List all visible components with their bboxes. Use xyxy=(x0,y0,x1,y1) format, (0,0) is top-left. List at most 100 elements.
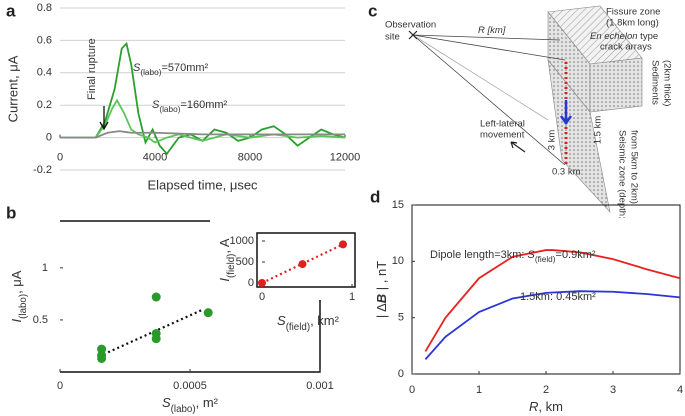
label-part: | Δ xyxy=(374,303,389,318)
label-part: (labo) xyxy=(140,68,161,77)
label-part: S xyxy=(152,99,160,111)
label-part: 1.5km: 0.45km² xyxy=(520,291,596,303)
x-tick-label: 3 xyxy=(610,384,616,396)
label-part: =160mm² xyxy=(180,99,227,111)
label: I(labo), μA xyxy=(9,270,29,322)
line xyxy=(424,290,681,360)
label: 1.5km: 0.45km² xyxy=(520,291,596,303)
sediment-side xyxy=(589,57,643,113)
point xyxy=(258,279,266,287)
observation-site xyxy=(408,30,418,40)
label: Fissure zone xyxy=(606,7,660,18)
label-part: S xyxy=(133,62,141,74)
label: Dipole length=3km: S(field)=0.9km² xyxy=(430,249,596,264)
label: Left-lateral xyxy=(480,119,525,130)
point xyxy=(151,292,161,302)
y-tick-label: 1000 xyxy=(230,235,254,247)
label-part: (labo) xyxy=(171,404,196,415)
y-tick-label: 0.2 xyxy=(37,99,52,111)
y-axis-label: Current, μA xyxy=(5,55,20,122)
label-part: S xyxy=(277,313,286,328)
label-part: (field) xyxy=(535,255,556,264)
seismic-zone xyxy=(547,58,611,213)
line xyxy=(60,130,345,139)
x-tick-label: 0 xyxy=(57,152,63,164)
label-part: Dipole length=3km: xyxy=(430,249,528,261)
label-part: , A xyxy=(217,238,232,254)
label: S(labo), m² xyxy=(162,395,219,415)
sight-line xyxy=(412,34,566,61)
label: type xyxy=(638,31,659,42)
point xyxy=(339,240,347,249)
panel-letter: c xyxy=(368,1,377,20)
label: Sediments xyxy=(649,60,660,105)
label: crack arrays xyxy=(600,42,652,53)
point xyxy=(97,353,107,363)
arrow xyxy=(99,106,109,131)
sight-line xyxy=(412,34,566,166)
label-part: I xyxy=(9,318,24,322)
label-part: =0.9km² xyxy=(556,249,596,261)
panel-letter: d xyxy=(370,187,380,206)
y-tick-label: 10 xyxy=(392,255,404,267)
y-tick-label: 5 xyxy=(398,312,404,324)
label-part: (field) xyxy=(226,254,237,278)
x-tick-label: 12000 xyxy=(330,152,361,164)
label: | ΔB | , nT xyxy=(374,261,389,318)
x-tick-label: 4000 xyxy=(143,152,167,164)
label-part: , km² xyxy=(310,313,340,328)
y-tick-label: 15 xyxy=(392,199,404,211)
inset-frame xyxy=(256,232,356,288)
panel-letter: a xyxy=(6,1,16,20)
point xyxy=(151,334,161,344)
dipole-arrow xyxy=(559,100,573,126)
point xyxy=(97,344,107,354)
label-part: , μA xyxy=(9,270,24,294)
label: R [km] xyxy=(478,25,506,36)
label: 1.5 km xyxy=(593,116,604,145)
x-tick-label: 0.0005 xyxy=(173,380,207,392)
label: Final rupture xyxy=(86,38,98,100)
label-part: , km xyxy=(538,399,563,414)
movement-arrow xyxy=(510,141,526,153)
label: En echelon type xyxy=(590,31,658,42)
x-tick-label: 0 xyxy=(259,291,265,303)
y-tick-label: 0 xyxy=(46,132,52,144)
label-part: B xyxy=(374,294,389,303)
label: R [km] xyxy=(478,25,506,36)
label: I(field), A xyxy=(217,238,237,282)
point xyxy=(298,260,307,269)
label-part: (labo) xyxy=(18,294,29,319)
y-tick-label: 0 xyxy=(398,368,404,380)
line xyxy=(424,249,681,352)
label: site xyxy=(385,32,400,43)
label: S(field), km² xyxy=(277,313,340,333)
label: 0.3 km xyxy=(552,167,581,178)
label-part: (field) xyxy=(286,322,310,333)
axis-frame xyxy=(411,204,681,375)
diagram: Observation site R [km] Fissure zone (1.… xyxy=(385,5,672,219)
x-axis-label: Elapsed time, μsec xyxy=(147,177,258,192)
x-tick-label: 1 xyxy=(476,384,482,396)
label: 3 km xyxy=(547,130,558,151)
x-tick-label: 4 xyxy=(677,384,683,396)
label: Seismic zone (depth: xyxy=(616,130,627,219)
label: (2km thick) xyxy=(661,60,672,106)
label-part: , m² xyxy=(196,395,219,410)
y-tick-label: 0 xyxy=(248,277,254,289)
point xyxy=(203,308,213,318)
y-tick-label: -0.2 xyxy=(33,164,52,176)
x-tick-label: 1 xyxy=(349,291,355,303)
label: (1.8km long) xyxy=(606,18,659,29)
y-tick-label: 0.4 xyxy=(37,67,52,79)
label: Observation xyxy=(385,20,436,31)
y-tick-label: 0.8 xyxy=(37,2,52,14)
x-tick-label: 8000 xyxy=(238,152,262,164)
distance-line xyxy=(412,34,561,41)
x-tick-label: 0 xyxy=(409,384,415,396)
x-tick-label: 0 xyxy=(57,380,63,392)
line xyxy=(60,98,346,144)
y-tick-label: 0.6 xyxy=(37,34,52,46)
label-part: S xyxy=(162,395,171,410)
